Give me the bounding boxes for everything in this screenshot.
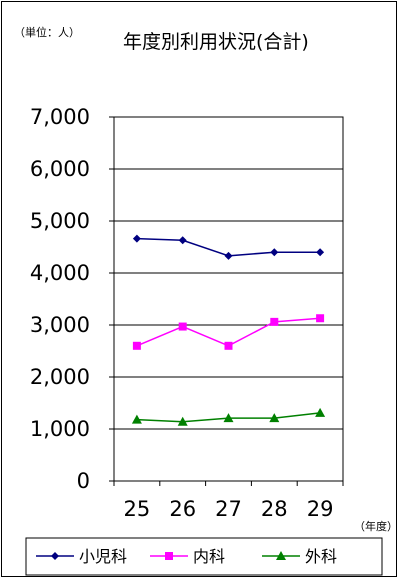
data-point — [132, 234, 141, 243]
chart-title: 年度別利用状況(合計) — [123, 31, 309, 53]
gridlines — [114, 168, 343, 430]
x-axis-ticks: 25 26 27 28 29 — [113, 481, 344, 521]
legend-marker — [165, 552, 173, 560]
series-0 — [132, 234, 325, 260]
series-layer — [131, 234, 326, 426]
data-point — [224, 251, 233, 260]
data-point — [270, 248, 279, 257]
legend-item: 小児科 — [36, 547, 127, 566]
legend-label: 外科 — [305, 547, 337, 566]
series-2 — [131, 407, 326, 426]
x-tick-label: 29 — [307, 497, 334, 521]
legend-item: 内科 — [150, 547, 225, 566]
data-point — [270, 317, 279, 326]
x-tick-label: 27 — [215, 497, 242, 521]
plot-area — [113, 116, 344, 482]
data-point — [178, 322, 187, 331]
legend-marker — [51, 552, 59, 560]
legend-marker — [276, 551, 286, 560]
y-tick-label: 4,000 — [30, 261, 90, 285]
legend-item: 外科 — [262, 547, 337, 566]
data-point — [132, 341, 141, 350]
data-point — [131, 414, 142, 424]
x-tick-label: 25 — [124, 497, 151, 521]
data-point — [315, 407, 326, 417]
unit-label: （単位：人） — [14, 25, 80, 39]
y-tick-label: 1,000 — [30, 417, 90, 441]
data-point — [224, 341, 233, 350]
y-tick-label: 2,000 — [30, 365, 90, 389]
data-point — [269, 413, 280, 423]
legend: 小児科 内科 外科 — [36, 547, 337, 566]
series-line — [136, 317, 321, 347]
x-tick-label: 26 — [169, 497, 196, 521]
legend-label: 内科 — [193, 547, 225, 566]
legend-box — [25, 537, 383, 576]
data-point — [223, 413, 234, 423]
data-point — [316, 314, 325, 323]
x-tick-label: 28 — [261, 497, 288, 521]
legend-label: 小児科 — [79, 547, 127, 566]
y-axis-ticks: 0 1,000 2,000 3,000 4,000 5,000 6,000 7,000 — [30, 105, 114, 493]
y-tick-label: 3,000 — [30, 313, 90, 337]
data-point — [178, 236, 187, 245]
y-tick-label: 5,000 — [30, 209, 90, 233]
y-tick-label: 0 — [77, 469, 90, 493]
data-point — [177, 416, 188, 426]
x-unit-label: （年度） — [354, 519, 398, 533]
series-1 — [132, 314, 325, 350]
y-tick-label: 7,000 — [30, 105, 90, 129]
data-point — [316, 248, 325, 257]
y-tick-label: 6,000 — [30, 157, 90, 181]
